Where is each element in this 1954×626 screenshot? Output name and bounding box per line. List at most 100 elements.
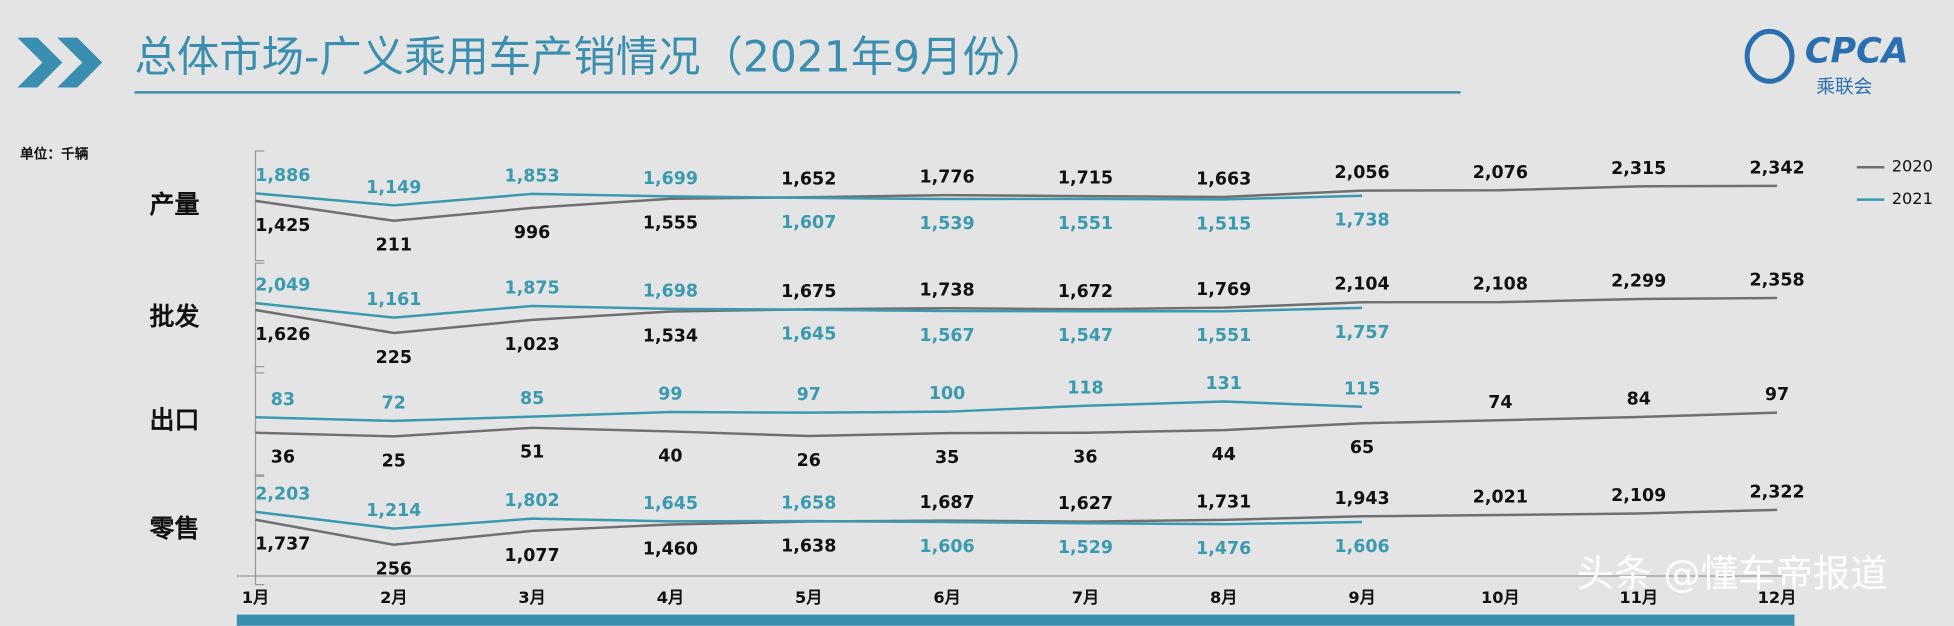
data-label: 1,547 — [1058, 326, 1113, 346]
chevron — [57, 37, 103, 88]
data-label: 1,567 — [920, 326, 975, 346]
panel-bracket — [254, 474, 265, 586]
data-label: 97 — [1765, 385, 1789, 405]
logo: CPCA — [1805, 32, 1909, 72]
data-label: 72 — [382, 393, 406, 413]
series-line — [255, 301, 1363, 319]
data-label: 1,687 — [920, 493, 975, 513]
data-label: 26 — [797, 451, 821, 471]
x-tick-label: 4月 — [657, 588, 684, 607]
data-label: 1,699 — [643, 169, 698, 189]
data-label: 1,875 — [505, 279, 560, 299]
data-label: 84 — [1627, 390, 1651, 410]
series-line — [255, 184, 1778, 223]
data-label: 1,672 — [1058, 282, 1113, 302]
data-label: 2,358 — [1749, 271, 1804, 291]
unit: 单位：千辆 — [20, 146, 89, 163]
data-label: 2,021 — [1473, 488, 1528, 508]
data-label: 1,757 — [1334, 323, 1389, 343]
series-line — [255, 411, 1778, 438]
data-label: 36 — [271, 448, 295, 468]
legend-label: 2020 — [1892, 157, 1933, 176]
data-label: 1,627 — [1058, 494, 1113, 514]
data-label: 1,663 — [1196, 170, 1251, 190]
logo-mark — [1744, 28, 1795, 84]
x-tick-label: 2月 — [380, 588, 407, 607]
data-label: 1,425 — [255, 216, 310, 236]
data-label: 211 — [376, 236, 412, 256]
data-label: 83 — [271, 390, 295, 410]
data-label: 2,056 — [1334, 163, 1389, 183]
x-tick-label: 1月 — [242, 588, 269, 607]
data-label: 1,149 — [366, 178, 421, 198]
data-label: 1,460 — [643, 539, 698, 559]
data-label: 2,299 — [1611, 272, 1666, 292]
data-label: 1,515 — [1196, 214, 1251, 234]
data-label: 1,731 — [1196, 492, 1251, 512]
x-tick-label: 7月 — [1072, 588, 1099, 607]
panel-label: 批发 — [150, 302, 200, 331]
data-label: 1,529 — [1058, 538, 1113, 558]
panel-label: 零售 — [149, 514, 200, 543]
data-label: 1,943 — [1334, 489, 1389, 509]
data-label: 1,698 — [643, 281, 698, 301]
data-label: 1,077 — [505, 546, 560, 566]
data-label: 100 — [929, 384, 965, 404]
chevron — [17, 37, 63, 88]
data-label: 2,076 — [1473, 163, 1528, 183]
data-label: 1,214 — [366, 501, 421, 521]
x-tick-label: 6月 — [933, 588, 960, 607]
data-label: 44 — [1212, 445, 1236, 465]
data-label: 1,652 — [781, 170, 836, 190]
data-label: 1,638 — [781, 536, 836, 556]
data-label: 97 — [797, 385, 821, 405]
data-label: 1,715 — [1058, 169, 1113, 189]
data-label: 2,203 — [255, 484, 310, 504]
footer-bar — [236, 614, 1795, 626]
x-tick-label: 12月 — [1758, 588, 1797, 607]
panel-label: 出口 — [150, 405, 200, 434]
data-label: 225 — [376, 348, 412, 368]
series-line — [255, 400, 1363, 423]
x-tick-label: 11月 — [1619, 588, 1658, 607]
data-label: 1,626 — [255, 325, 310, 345]
data-label: 2,104 — [1334, 275, 1389, 295]
data-label: 118 — [1067, 378, 1103, 398]
data-label: 25 — [382, 451, 406, 471]
x-tick-label: 9月 — [1348, 588, 1375, 607]
panel-bracket — [254, 365, 265, 477]
data-label: 2,108 — [1473, 275, 1528, 295]
series-line — [255, 508, 1778, 547]
data-label: 1,769 — [1196, 280, 1251, 300]
data-label: 1,606 — [920, 537, 975, 557]
data-label: 1,738 — [1334, 211, 1389, 231]
data-label: 1,534 — [643, 326, 698, 346]
data-label: 1,645 — [643, 494, 698, 514]
data-label: 2,322 — [1749, 482, 1804, 502]
logo-sub: 乘联会 — [1816, 77, 1872, 98]
data-label: 51 — [520, 443, 544, 463]
x-tick-label: 10月 — [1481, 588, 1520, 607]
data-label: 1,023 — [505, 335, 560, 355]
x-tick-label: 3月 — [518, 588, 545, 607]
data-label: 256 — [376, 560, 412, 580]
data-label: 1,802 — [505, 491, 560, 511]
data-label: 1,853 — [505, 166, 560, 186]
data-label: 1,539 — [920, 214, 975, 234]
x-tick-label: 8月 — [1210, 588, 1237, 607]
data-label: 1,738 — [920, 281, 975, 301]
data-label: 1,606 — [1334, 537, 1389, 557]
data-label: 65 — [1350, 438, 1374, 458]
data-label: 2,342 — [1749, 158, 1804, 178]
series-line — [255, 510, 1363, 530]
data-label: 1,551 — [1058, 214, 1113, 234]
data-label: 1,551 — [1196, 326, 1251, 346]
data-label: 74 — [1488, 393, 1512, 413]
data-label: 1,658 — [781, 494, 836, 514]
data-label: 1,776 — [920, 168, 975, 188]
data-label: 2,315 — [1611, 159, 1666, 179]
panel-label: 产量 — [150, 190, 200, 219]
watermark: 头条 @懂车帝报道 — [1577, 551, 1888, 595]
data-label: 131 — [1206, 374, 1242, 394]
